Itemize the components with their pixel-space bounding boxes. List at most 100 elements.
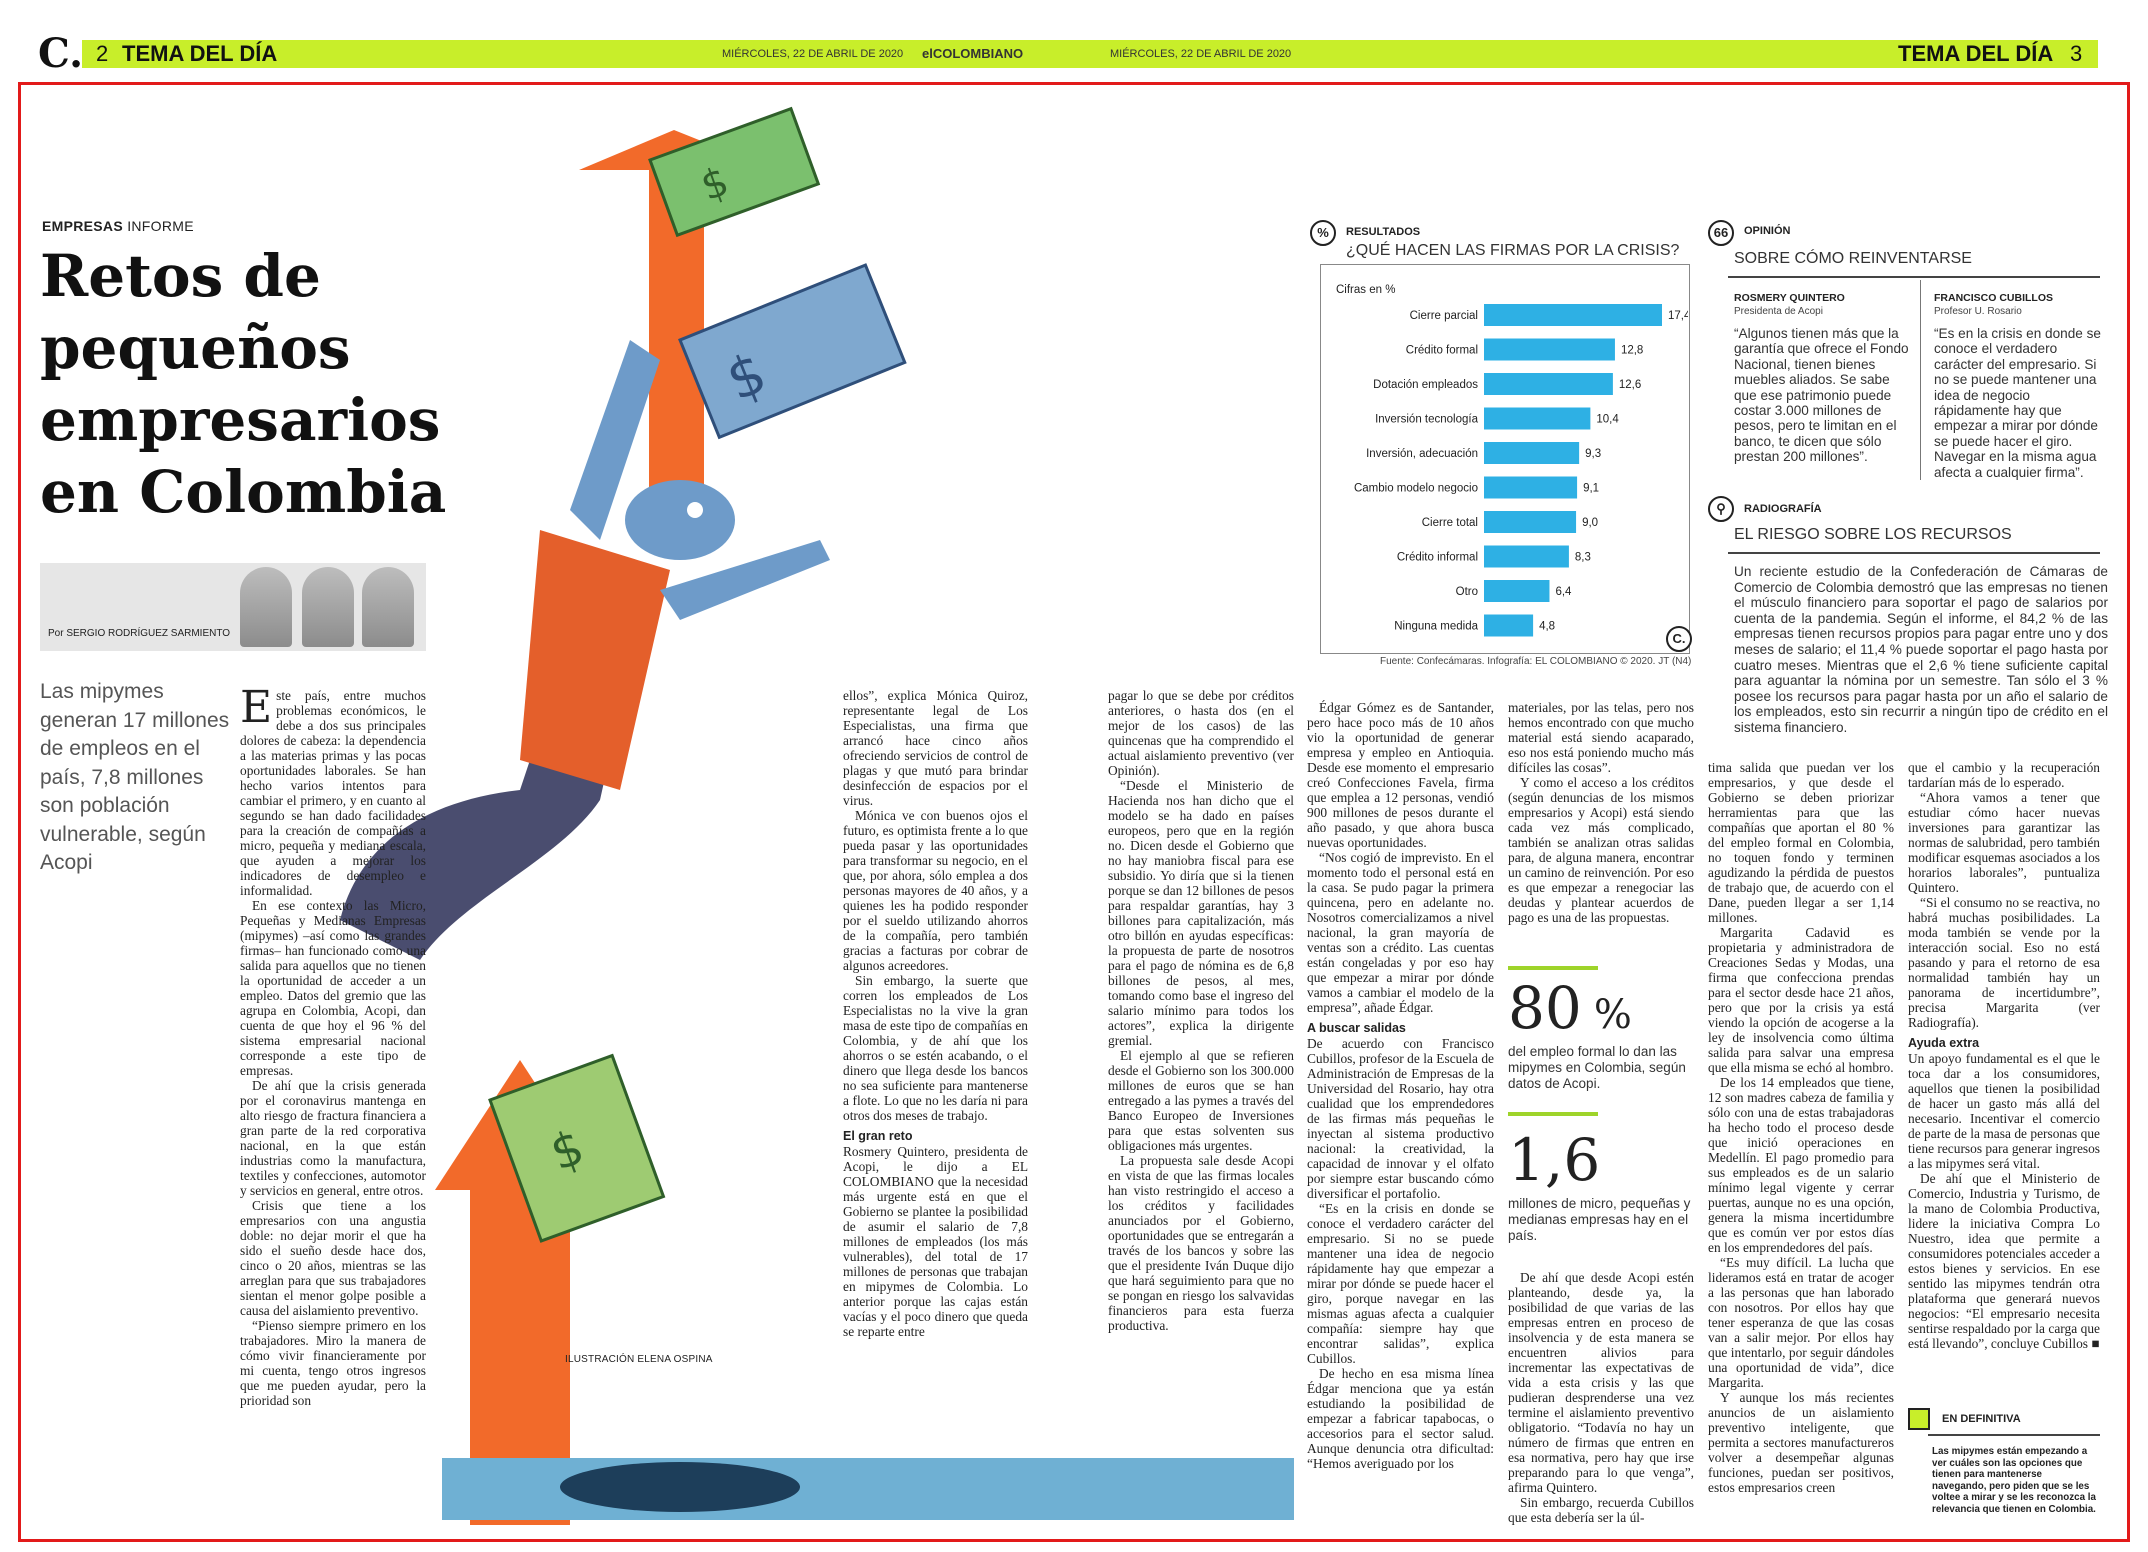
column-5: materiales, por las telas, pero nos hemo… <box>1508 700 1694 945</box>
paragraph: Un apoyo fundamental es el que le toca d… <box>1908 1051 2100 1171</box>
stat-1-6-value: 1,6 <box>1508 1126 1601 1194</box>
money-bill-1: $ <box>648 106 821 238</box>
percent-icon: % <box>1310 220 1336 246</box>
character-eye <box>687 502 703 518</box>
column-6: tima salida que puedan ver los empresari… <box>1708 760 1894 1528</box>
paragraph: De hecho en esa misma línea Édgar mencio… <box>1307 1366 1494 1471</box>
stat-80-unit: % <box>1593 992 1632 1038</box>
page-frame <box>18 82 2130 1542</box>
column-3: pagar lo que se debe por créditos anteri… <box>1108 688 1294 1360</box>
paragraph: “Desde el Ministerio de Hacienda nos han… <box>1108 778 1294 1048</box>
bar-value: 17,4 <box>1668 310 1688 322</box>
header-bar <box>82 40 2098 68</box>
bar <box>1484 373 1613 395</box>
paragraph: Sin embargo, recuerda Cubillos que esta … <box>1508 1495 1694 1525</box>
paragraph: “Es muy difícil. La lucha que lideramos … <box>1708 1255 1894 1390</box>
definitiva-icon <box>1908 1408 1930 1430</box>
paragraph: De los 14 empleados que tiene, 12 son ma… <box>1708 1075 1894 1255</box>
kicker-type: INFORME <box>127 218 194 234</box>
opinion-label: OPINIÓN <box>1744 225 1791 237</box>
chart-frame <box>1320 264 1690 654</box>
paragraph: De ahí que desde Acopi estén planteando,… <box>1508 1270 1694 1495</box>
column-4: Édgar Gómez es de Santander, pero hace p… <box>1307 700 1494 1528</box>
dropcap: E <box>240 688 273 733</box>
subheading: A buscar salidas <box>1307 1021 1406 1035</box>
author-box <box>40 563 426 651</box>
bar-value: 4,8 <box>1539 621 1555 633</box>
right-section-title: TEMA DEL DÍA <box>1898 41 2054 66</box>
character-torso <box>520 530 670 790</box>
bar <box>1484 407 1591 430</box>
paragraph: ellos”, explica Mónica Quiroz, represent… <box>843 688 1028 808</box>
paragraph: La propuesta sale desde Acopi en vista d… <box>1108 1153 1294 1333</box>
paragraph: ste país, entre muchos problemas económi… <box>240 688 426 898</box>
results-label: RESULTADOS <box>1346 226 1421 238</box>
divider <box>1928 1434 2100 1436</box>
bar <box>1484 476 1578 499</box>
character-head <box>625 480 735 560</box>
headline: Retos de pequeños empresarios en Colombi… <box>40 242 447 526</box>
paragraph: “Es en la crisis en donde se conoce el v… <box>1307 1201 1494 1366</box>
divider <box>1728 276 2100 278</box>
paragraph: En ese contexto las Micro, Pequeñas y Me… <box>240 898 426 1078</box>
author-photo <box>240 567 292 647</box>
bar-label: Inversión, adecuación <box>1366 448 1478 460</box>
results-question: ¿QUÉ HACEN LAS FIRMAS POR LA CRISIS? <box>1346 242 1680 259</box>
stat-1-6-caption: millones de micro, pequeñas y medianas e… <box>1508 1196 1691 1243</box>
opinion-b-role: Profesor U. Rosario <box>1934 306 2022 317</box>
bar-label: Crédito informal <box>1397 552 1478 564</box>
paragraph: Rosmery Quintero, presidenta de Acopi, l… <box>843 1144 1028 1339</box>
bar <box>1484 614 1534 637</box>
chart-subtitle: Cifras en % <box>1336 284 1396 296</box>
divider <box>1728 552 2100 554</box>
radiografia-text: Un reciente estudio de la Confederación … <box>1734 564 2108 735</box>
paragraph: Crisis que tiene a los empresarios con u… <box>240 1198 426 1318</box>
paragraph: Margarita Cadavid es propietaria y admin… <box>1708 925 1894 1075</box>
quote-icon: 66 <box>1708 220 1734 246</box>
paragraph: “Nos cogió de imprevisto. En el momento … <box>1307 850 1494 1015</box>
paragraph: tima salida que puedan ver los empresari… <box>1708 760 1894 925</box>
bar-value: 9,1 <box>1583 483 1599 495</box>
newspaper-logo: C. <box>38 30 84 77</box>
bar-label: Dotación empleados <box>1373 379 1478 391</box>
opinion-a-quote: “Algunos tienen más que la garantía que … <box>1734 326 1909 465</box>
column-5b: De ahí que desde Acopi estén planteando,… <box>1508 1270 1694 1530</box>
paragraph: De ahí que el Ministerio de Comercio, In… <box>1908 1171 2100 1351</box>
stat-80-value: 80 <box>1508 974 1582 1042</box>
bar-value: 12,6 <box>1619 379 1641 391</box>
illustration-credit: ILUSTRACIÓN ELENA OSPINA <box>565 1354 713 1365</box>
bar-value: 10,4 <box>1596 414 1619 426</box>
subheading: Ayuda extra <box>1908 1036 1980 1050</box>
money-bill-2: $ <box>678 263 907 440</box>
radiografia-title: EL RIESGO SOBRE LOS RECURSOS <box>1734 526 2012 543</box>
author-photo <box>362 567 414 647</box>
paragraph: que el cambio y la recuperación tardaría… <box>1908 760 2100 790</box>
paragraph: De ahí que la crisis generada por el cor… <box>240 1078 426 1198</box>
date-left: MIÉRCOLES, 22 DE ABRIL DE 2020 <box>722 48 904 60</box>
bar-label: Otro <box>1456 586 1478 598</box>
bar <box>1484 580 1550 602</box>
opinion-a-name: ROSMERY QUINTERO <box>1734 292 1845 304</box>
column-7: que el cambio y la recuperación tardaría… <box>1908 760 2100 1420</box>
bar <box>1484 338 1615 361</box>
subheading: El gran reto <box>843 1129 913 1143</box>
paragraph: “Ahora vamos a tener que estudiar cómo h… <box>1908 790 2100 895</box>
stat-divider <box>1508 966 1598 970</box>
money-bill-3: $ <box>488 1053 666 1243</box>
chart-source: Fuente: Confecámaras. Infografía: EL COL… <box>1380 656 1692 667</box>
author-photo <box>302 567 354 647</box>
upper-orange-arrow <box>579 130 774 495</box>
bar-value: 9,3 <box>1585 448 1601 460</box>
paragraph: “Si el consumo no se reactiva, no habrá … <box>1908 895 2100 1030</box>
newspaper-logo-mark: C. <box>1666 626 1692 652</box>
opinion-b-name: FRANCISCO CUBILLOS <box>1934 292 2053 304</box>
left-section-title: TEMA DEL DÍA <box>122 41 278 66</box>
bar <box>1484 442 1580 464</box>
byline: Por SERGIO RODRÍGUEZ SARMIENTO <box>48 628 231 639</box>
bar-value: 12,8 <box>1621 345 1643 357</box>
paragraph: De acuerdo con Francisco Cubillos, profe… <box>1307 1036 1494 1201</box>
opinion-title: SOBRE CÓMO REINVENTARSE <box>1734 250 1972 267</box>
bar-label: Cierre parcial <box>1410 310 1478 322</box>
bar-label: Cierre total <box>1422 517 1478 529</box>
divider <box>1920 280 1921 480</box>
